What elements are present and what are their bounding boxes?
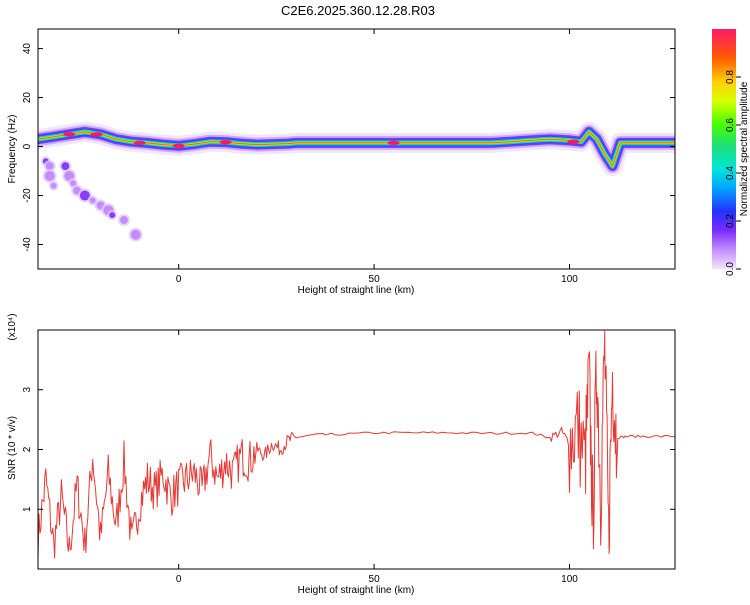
spectral-blob bbox=[79, 190, 90, 201]
spectral-blob bbox=[109, 212, 116, 219]
spectral-blob bbox=[61, 162, 70, 171]
x-tick-label: 0 bbox=[176, 574, 182, 585]
snr-series-line bbox=[38, 330, 675, 561]
spectral-peak bbox=[567, 139, 580, 144]
spectrogram-y-label: Frequency (Hz) bbox=[7, 115, 18, 184]
y-tick-label: 40 bbox=[22, 43, 33, 55]
spectrogram-y-ticks: 40 20 0 -20 -40 bbox=[22, 43, 675, 252]
snr-y-label: SNR (10 * v/v) bbox=[7, 416, 18, 480]
snr-y-ticks: 1 2 3 bbox=[22, 387, 675, 512]
spectral-peak bbox=[63, 132, 76, 137]
spectral-blob bbox=[50, 182, 57, 189]
spectral-blob bbox=[119, 216, 128, 225]
y-tick-label: 1 bbox=[22, 506, 33, 512]
snr-y-multiplier: (x10⁴) bbox=[7, 313, 18, 340]
x-tick-label: 50 bbox=[369, 574, 381, 585]
spectral-peak bbox=[133, 140, 146, 146]
y-tick-label: 0 bbox=[22, 143, 33, 149]
spectral-blob bbox=[44, 170, 55, 181]
y-tick-label: -40 bbox=[22, 237, 33, 252]
snr-panel: 0 50 100 123 Height of straight line (km) … bbox=[7, 313, 676, 596]
colorbar-tick-label: 0.8 bbox=[725, 70, 736, 84]
colorbar-tick-label: 0.6 bbox=[725, 118, 736, 132]
spectral-ridge-layer bbox=[38, 131, 675, 167]
y-tick-label: 2 bbox=[22, 446, 33, 452]
y-tick-label: -20 bbox=[22, 188, 33, 203]
spectrogram-plot-area bbox=[38, 121, 675, 242]
spectrogram-x-ticks: 0 50 100 bbox=[176, 29, 578, 285]
chart-title: C2E6.2025.360.12.28.R03 bbox=[281, 3, 435, 18]
x-tick-label: 0 bbox=[176, 274, 182, 285]
snr-x-label: Height of straight line (km) bbox=[298, 585, 415, 596]
y-tick-label: 3 bbox=[22, 387, 33, 393]
colorbar-tick-label: 0.0 bbox=[725, 262, 736, 276]
spectrogram-frame bbox=[37, 28, 676, 270]
colorbar-gradient bbox=[712, 29, 736, 269]
spectral-blob bbox=[45, 162, 54, 171]
x-tick-label: 50 bbox=[369, 274, 381, 285]
colorbar-ticks: 0.0 0.2 0.4 0.6 0.8 bbox=[725, 70, 741, 276]
colorbar-label: Normalized spectral amplitude bbox=[739, 81, 750, 216]
spectral-peak bbox=[172, 143, 185, 149]
spectral-peak bbox=[219, 139, 232, 145]
colorbar-tick-label: 0.4 bbox=[725, 166, 736, 180]
spectral-peak bbox=[387, 140, 400, 146]
spectral-blob bbox=[70, 180, 77, 187]
colorbar-tick-label: 0.2 bbox=[725, 214, 736, 228]
colorbar: 0.0 0.2 0.4 0.6 0.8 Normalized spectral ampl… bbox=[712, 29, 750, 276]
spectrogram-x-label: Height of straight line (km) bbox=[298, 285, 415, 296]
snr-x-ticks: 0 50 100 bbox=[176, 330, 578, 585]
y-tick-label: 20 bbox=[22, 92, 33, 104]
spectral-blob bbox=[64, 170, 75, 181]
spectral-peak bbox=[90, 132, 103, 137]
x-tick-label: 100 bbox=[561, 274, 578, 285]
spectrogram-panel: 0 50 100 40 20 0 -20 -40 Height of straight li… bbox=[7, 28, 676, 296]
x-tick-label: 100 bbox=[561, 574, 578, 585]
spectral-blob bbox=[130, 229, 141, 240]
spectral-blob bbox=[89, 197, 96, 204]
snr-plot-area bbox=[38, 330, 675, 561]
